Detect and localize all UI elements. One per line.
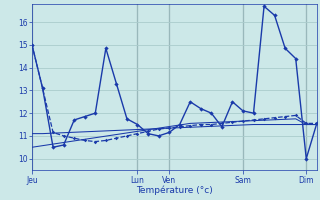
X-axis label: Température (°c): Température (°c): [136, 186, 213, 195]
